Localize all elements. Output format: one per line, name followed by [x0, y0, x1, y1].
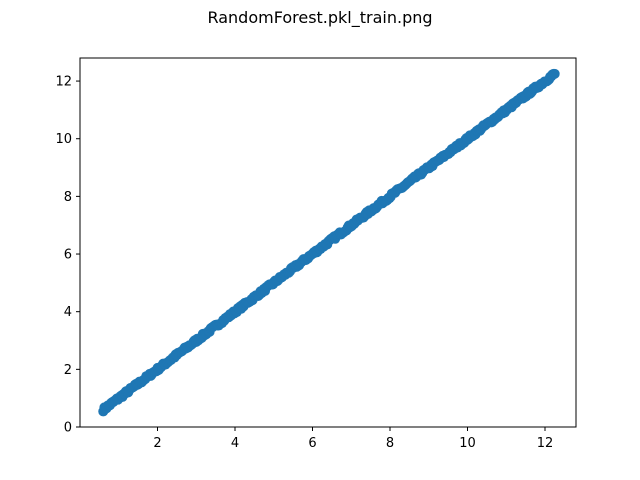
x-tick-label: 8	[386, 436, 394, 451]
points-layer	[98, 68, 560, 417]
axes-frame	[79, 57, 577, 428]
x-tick-label: 12	[537, 436, 554, 451]
y-tick-label: 6	[64, 248, 72, 263]
y-tick-label: 12	[55, 75, 72, 90]
y-tick-label: 10	[55, 132, 72, 147]
x-tick-label: 10	[459, 436, 476, 451]
y-tick-label: 4	[64, 305, 72, 320]
data-point	[549, 68, 560, 79]
y-tick-label: 8	[64, 190, 72, 205]
y-tick-label: 2	[64, 363, 72, 378]
chart-title: RandomForest.pkl_train.png	[207, 8, 433, 27]
x-tick-label: 6	[308, 436, 316, 451]
y-tick-label: 0	[64, 421, 72, 436]
x-tick-label: 2	[153, 436, 161, 451]
y-axis-ticks: 0 2 4 6 8 10 12	[55, 75, 80, 436]
x-tick-label: 4	[231, 436, 239, 451]
x-axis-ticks: 2 4 6 8 10 12	[153, 427, 553, 451]
